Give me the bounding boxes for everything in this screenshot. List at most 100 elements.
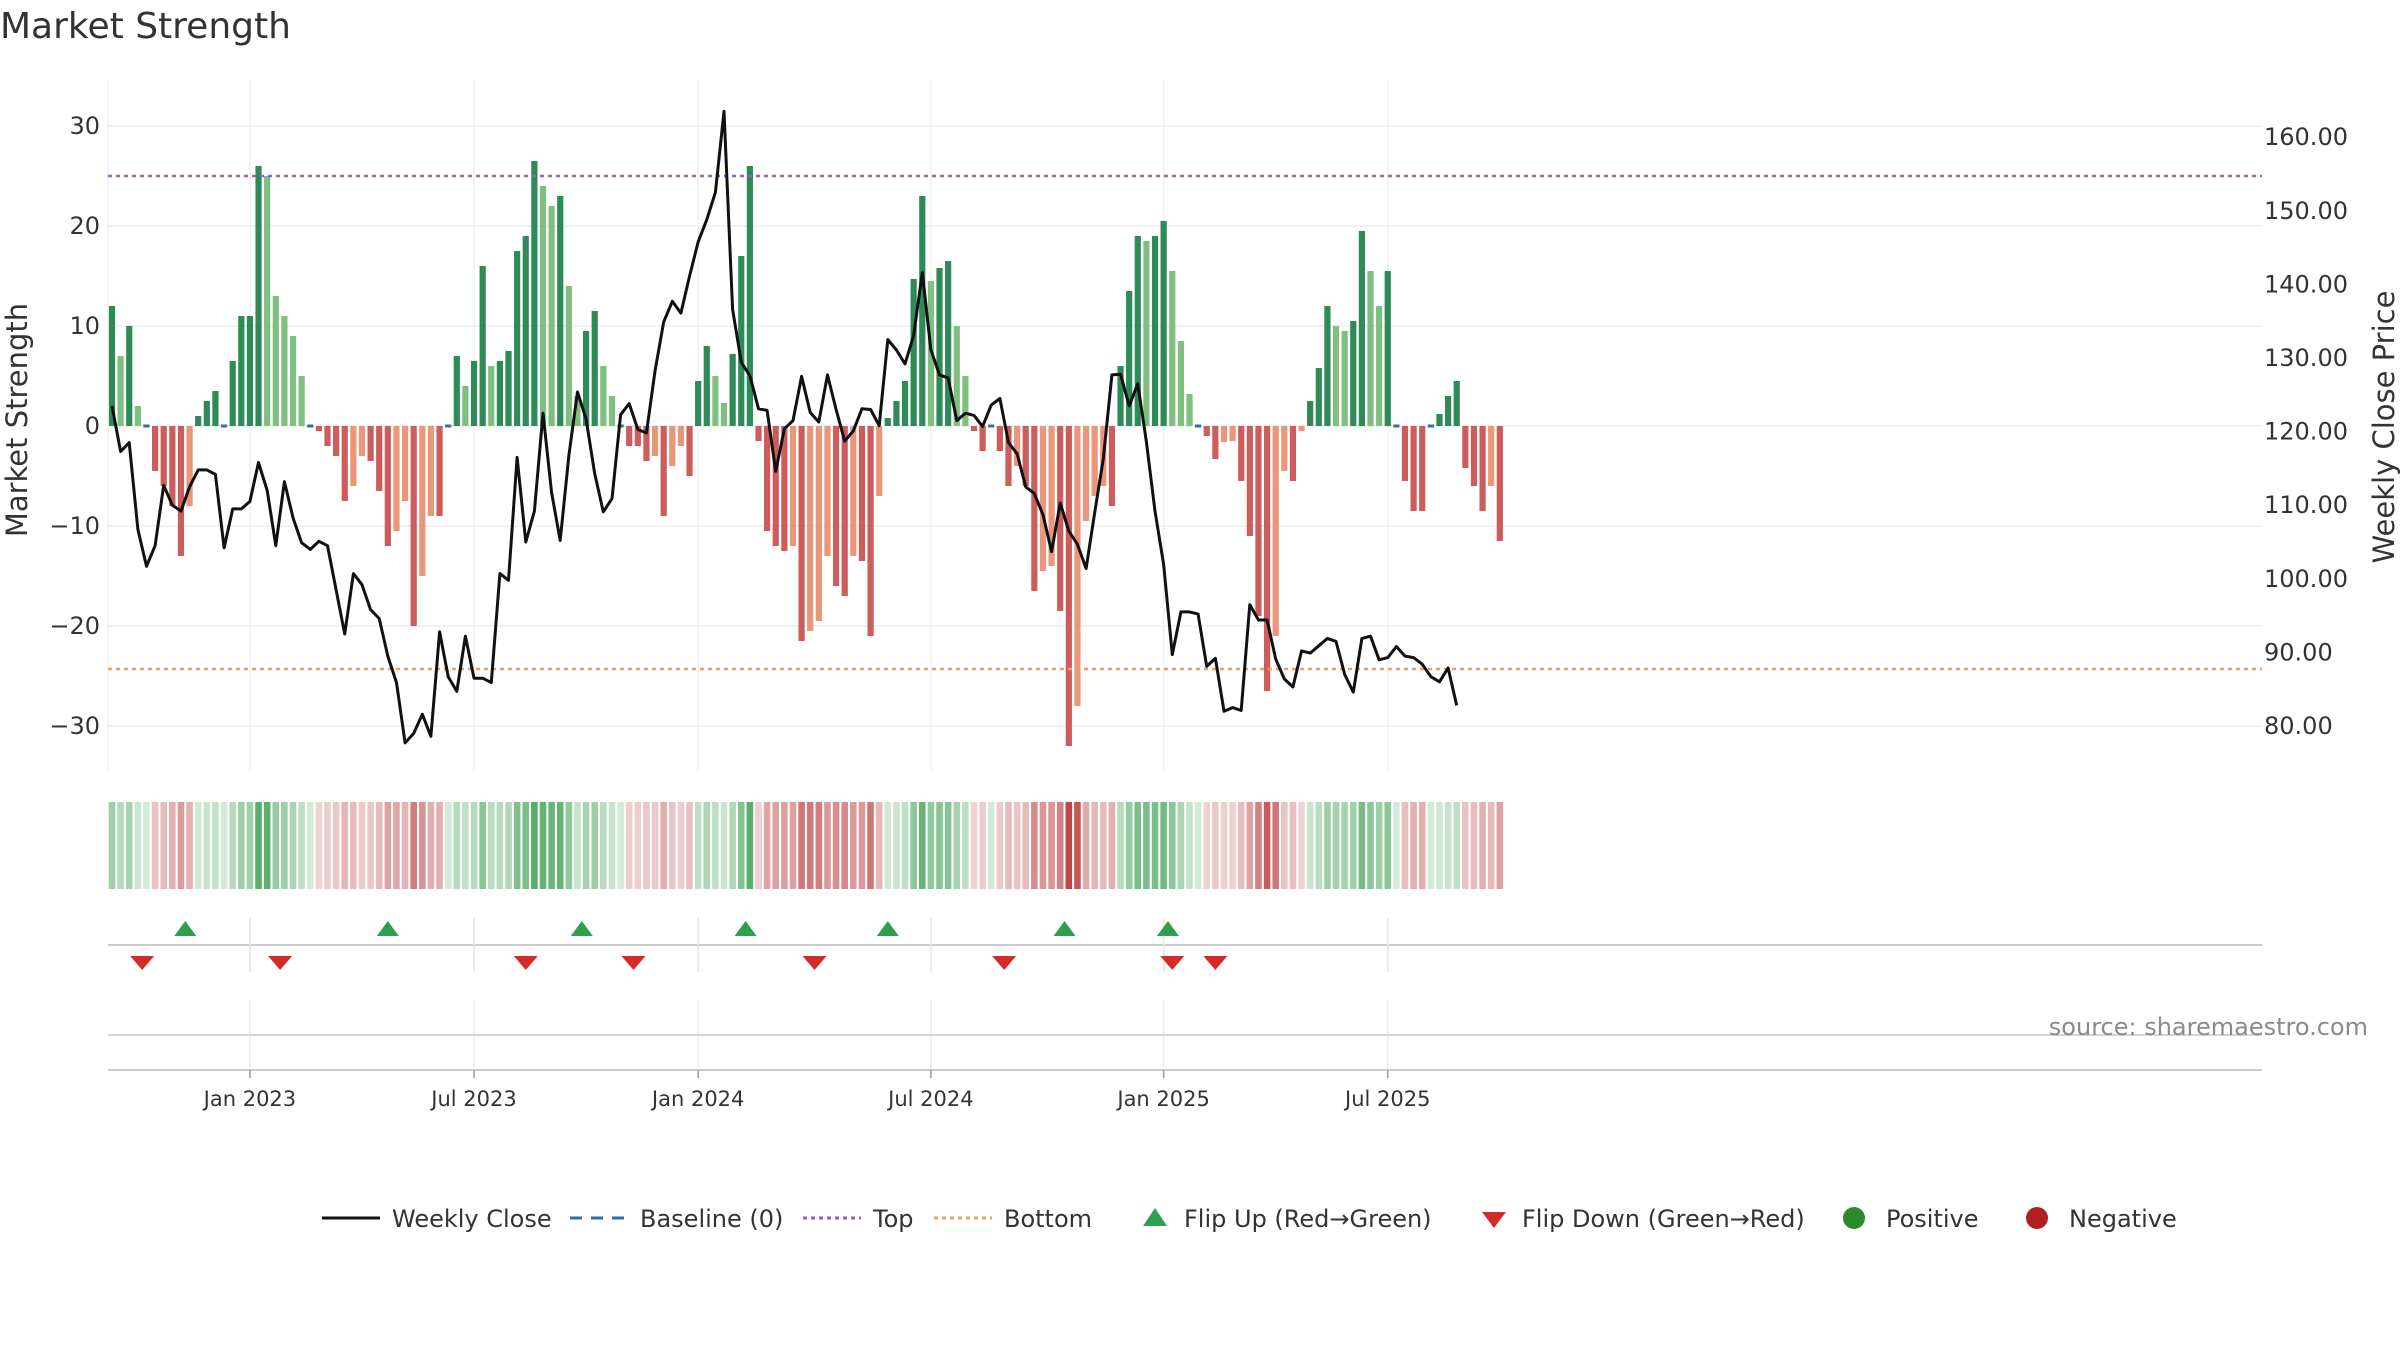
strength-bar: [1281, 426, 1288, 471]
strength-bar: [281, 316, 288, 426]
strength-bar: [746, 166, 753, 426]
right-tick-label: 110.00: [2264, 491, 2348, 519]
strength-bar: [1479, 426, 1486, 511]
heat-cell: [841, 802, 848, 889]
strength-bar: [462, 386, 469, 426]
heat-cell: [324, 802, 331, 889]
strength-bar: [953, 326, 960, 426]
strength-bar: [203, 401, 210, 426]
heat-cell: [117, 802, 124, 889]
heat-cell: [1203, 802, 1211, 889]
heat-cell: [1487, 802, 1495, 889]
heat-cell: [1056, 802, 1064, 889]
strength-bar: [979, 426, 986, 451]
flip-up-marker: [876, 921, 899, 936]
right-tick-labels: 160.00 150.00 140.00 130.00 120.00 110.00 100.…: [2264, 123, 2348, 740]
strength-bar: [1401, 426, 1409, 481]
x-tick-label: Jul 2024: [886, 1087, 973, 1111]
heat-cell: [1082, 802, 1090, 889]
legend-label: Positive: [1886, 1205, 1979, 1233]
heat-cell: [1306, 802, 1314, 889]
flip-down-marker: [1160, 956, 1185, 970]
heat-cell: [1453, 802, 1461, 889]
flip-up-marker: [376, 921, 399, 936]
left-tick-labels: 30 20 10 0 −10 −20 −30: [49, 112, 100, 740]
heat-cell: [1091, 802, 1098, 889]
strength-bar: [1229, 426, 1236, 441]
heat-cell: [1134, 802, 1142, 889]
strength-bar: [152, 426, 159, 471]
strength-bar: [858, 426, 866, 561]
heat-cell: [1048, 802, 1055, 889]
heat-cell: [1410, 802, 1417, 889]
strength-bar: [695, 381, 702, 426]
heat-cell: [350, 802, 357, 889]
strength-bar: [901, 381, 909, 426]
heat-cell: [608, 802, 616, 889]
heat-cell: [479, 802, 486, 889]
heat-cell: [901, 802, 909, 889]
strength-bar: [1065, 426, 1072, 746]
strength-bar: [134, 406, 141, 426]
strength-bar: [970, 426, 978, 431]
source-credit: source: sharemaestro.com: [2049, 1013, 2368, 1041]
heat-cell: [410, 802, 417, 889]
strength-bar: [1307, 401, 1314, 426]
heat-cell: [746, 802, 754, 889]
strength-bar: [436, 426, 443, 516]
strength-bar: [1272, 426, 1279, 636]
heat-cell: [315, 802, 323, 889]
heat-cell: [281, 802, 288, 889]
strength-bar: [531, 161, 538, 426]
heat-cell: [220, 802, 228, 889]
heat-cell: [970, 802, 978, 889]
heat-cell: [660, 802, 667, 889]
strength-bar: [815, 426, 822, 621]
weekly-close-layer: [110, 109, 1459, 745]
heat-cell: [401, 802, 409, 889]
flip-up-marker: [174, 921, 197, 936]
heat-cell: [255, 802, 262, 889]
strength-bar: [557, 196, 564, 426]
strength-bar: [1246, 426, 1253, 536]
heat-cell: [453, 802, 461, 889]
legend-item: Bottom: [934, 1205, 1092, 1233]
heat-cell: [694, 802, 702, 889]
strength-bar: [160, 426, 167, 486]
flip-down-marker: [802, 956, 827, 970]
strength-bar: [1255, 426, 1262, 616]
chart-title: Market Strength: [0, 6, 291, 47]
heat-cell: [143, 802, 150, 889]
heat-cell: [1108, 802, 1116, 889]
heat-cell: [194, 802, 202, 889]
strength-bar: [626, 426, 633, 446]
reference-lines: [108, 174, 2262, 671]
strength-bar: [755, 426, 762, 441]
strength-bar: [445, 424, 452, 428]
heat-cell: [858, 802, 866, 889]
strength-bar: [824, 426, 831, 556]
strength-bar: [945, 261, 952, 426]
strength-bar: [1445, 396, 1452, 426]
heat-cell: [1125, 802, 1133, 889]
left-tick-label: −10: [49, 512, 100, 540]
legend-item: Weekly Close: [322, 1205, 552, 1233]
strength-bar: [289, 336, 297, 426]
x-tick-label: Jul 2025: [1343, 1087, 1430, 1111]
heat-cell: [1496, 802, 1504, 889]
strength-bar: [1238, 426, 1245, 481]
flip-down-marker: [1203, 956, 1228, 970]
strength-bar: [298, 376, 305, 426]
heat-cell: [789, 802, 797, 889]
heat-cell: [1393, 802, 1400, 889]
strength-bar: [1031, 426, 1038, 591]
heat-cell: [1186, 802, 1193, 889]
strength-bar: [832, 426, 840, 586]
strength-bar: [1350, 321, 1357, 426]
flip-down-marker: [513, 956, 538, 970]
strength-bar: [686, 426, 693, 476]
strength-bar: [264, 176, 271, 426]
heat-cell: [1479, 802, 1486, 889]
heat-cell: [651, 802, 659, 889]
